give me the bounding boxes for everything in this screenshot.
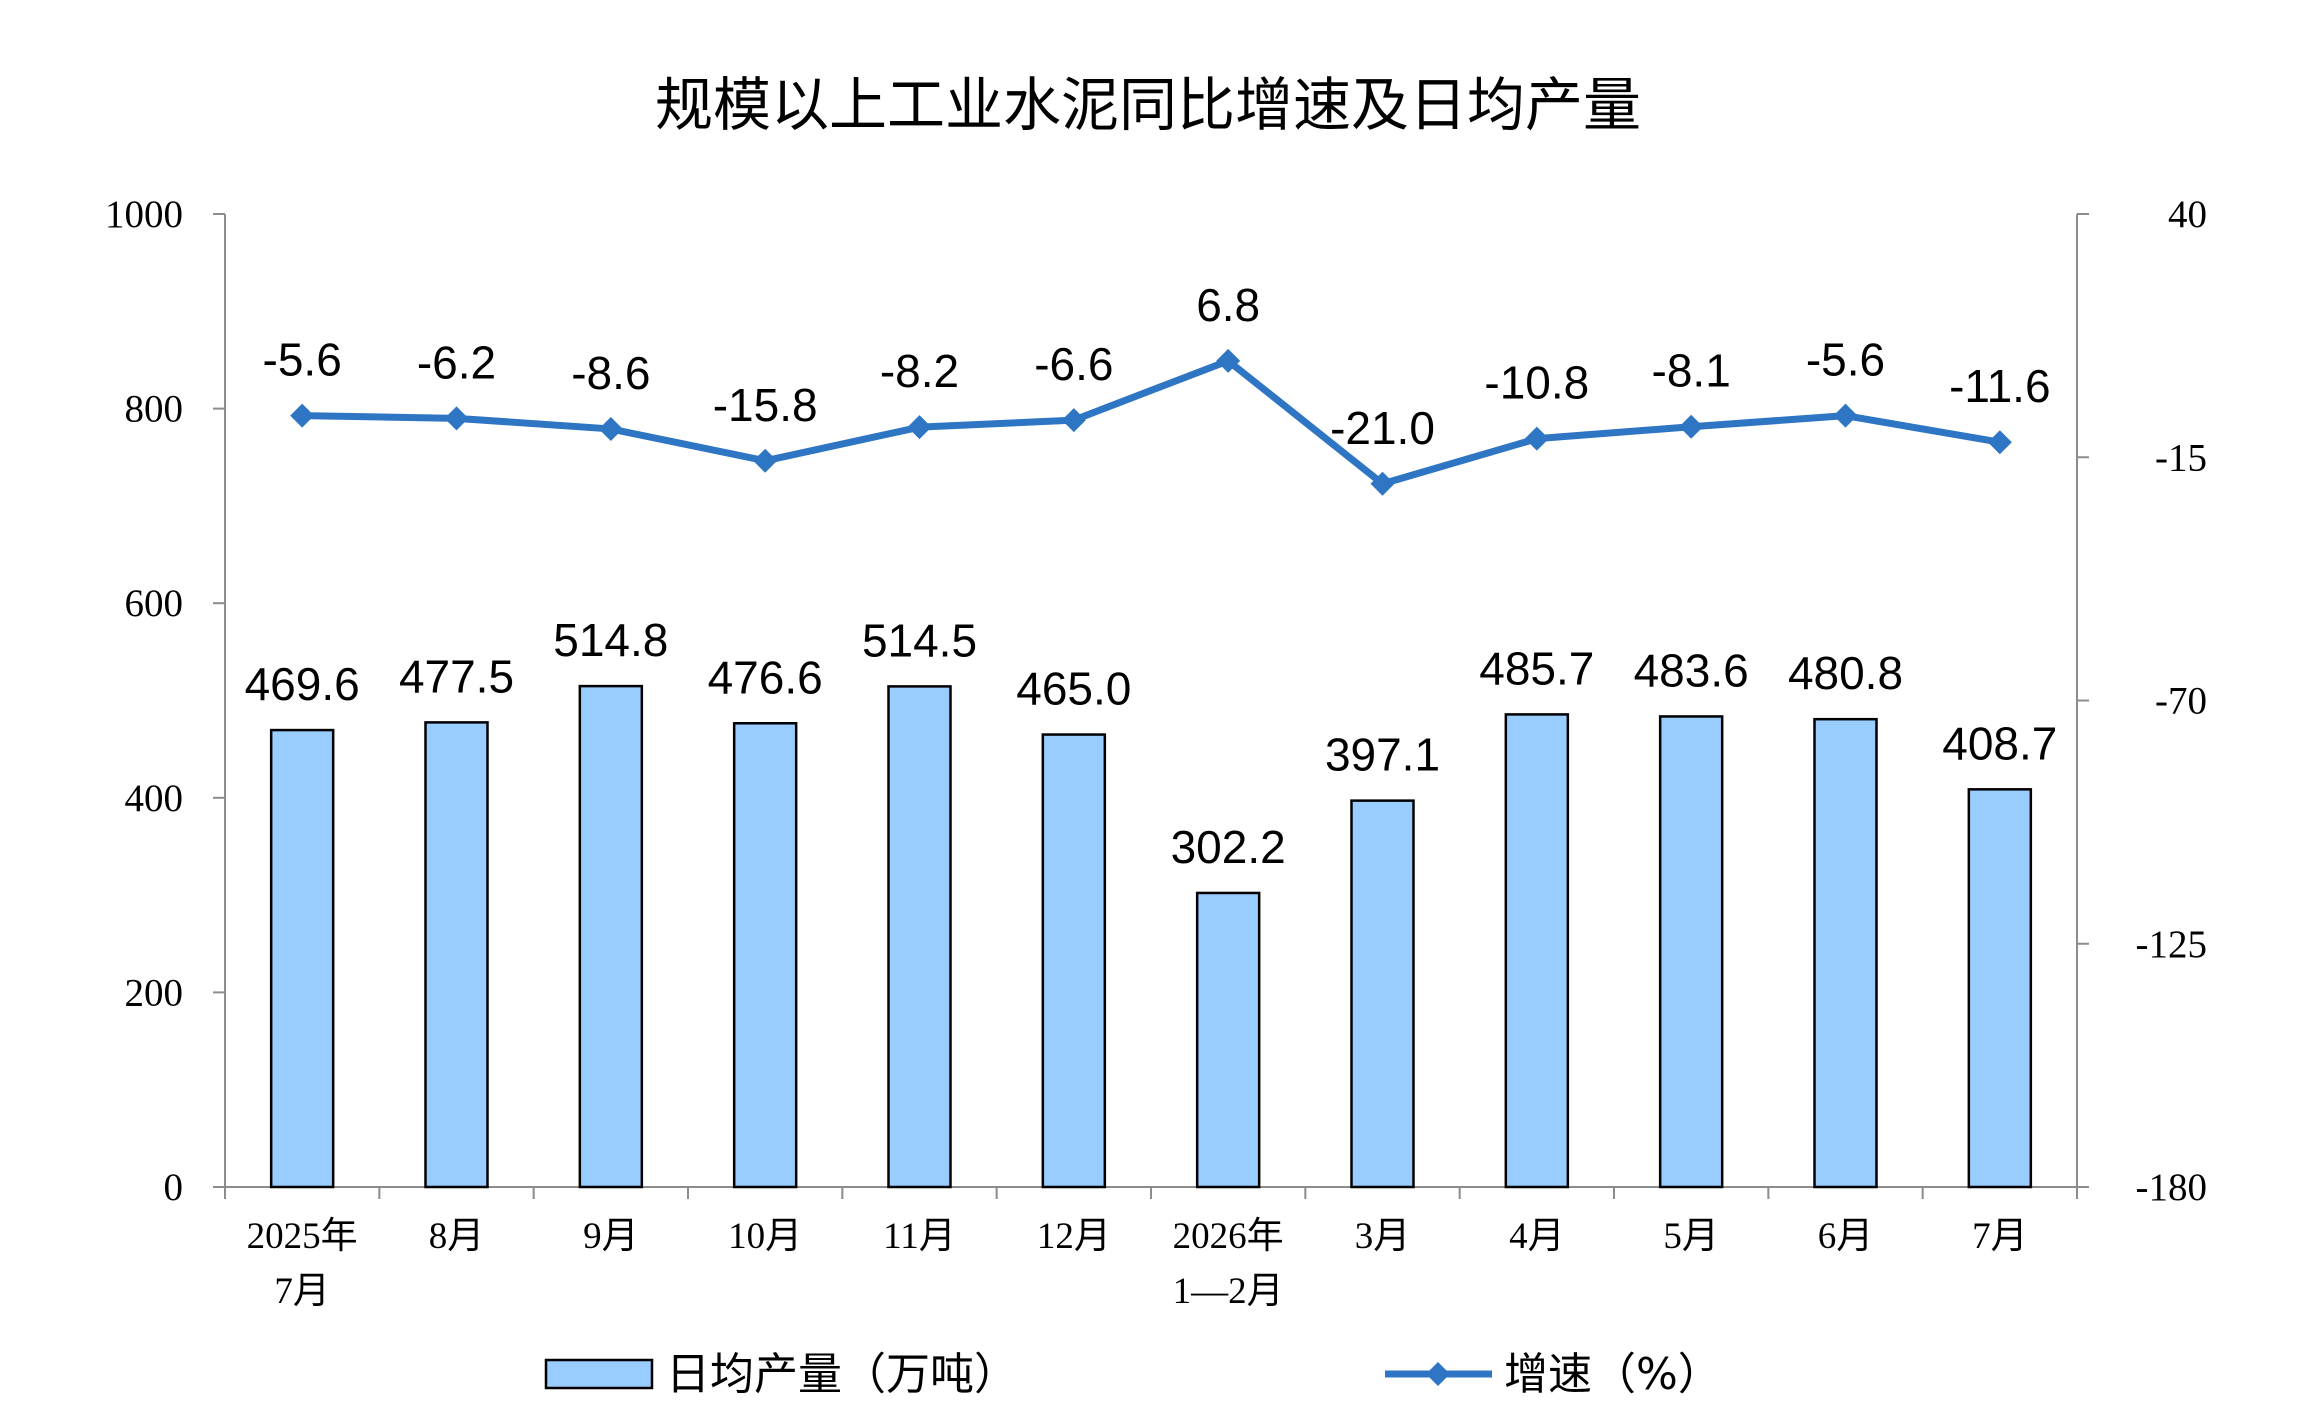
bar-value-label: 408.7 xyxy=(1942,717,2057,769)
data-labels: 469.6 477.5 514.8 476.6 514.5 465.0 302.2 397.1… xyxy=(245,279,2058,873)
line-marker xyxy=(1679,414,1704,439)
bar xyxy=(1350,799,1415,1189)
line-marker xyxy=(1833,403,1858,428)
bar-value-label: 476.6 xyxy=(708,651,823,703)
bar xyxy=(424,721,489,1189)
legend-line-marker xyxy=(1426,1362,1450,1386)
line-value-label: -8.2 xyxy=(880,345,959,397)
x-tick-label: 10月 xyxy=(728,1216,802,1257)
bar-value-label: 477.5 xyxy=(399,650,514,702)
bar xyxy=(1967,788,2033,1189)
x-tick-label: 5月 xyxy=(1663,1216,1719,1257)
x-tick-label: 2025年 xyxy=(247,1215,358,1257)
bar-value-label: 483.6 xyxy=(1634,644,1749,696)
line-value-label: -11.6 xyxy=(1949,360,2050,412)
x-tick-label: 6月 xyxy=(1818,1216,1874,1257)
line-marker xyxy=(598,416,623,441)
x-tick-label: 7月 xyxy=(274,1271,330,1312)
line-marker xyxy=(907,415,932,440)
line-marker xyxy=(290,403,315,428)
x-tick-label: 9月 xyxy=(583,1216,639,1257)
bar xyxy=(269,728,335,1189)
legend: 日均产量（万吨） 增速（%） xyxy=(544,1349,1722,1400)
bar-value-label: 465.0 xyxy=(1016,663,1131,715)
bar-value-label: 469.6 xyxy=(245,658,360,710)
growth-line xyxy=(302,357,2001,488)
line-marker xyxy=(1987,430,2012,455)
bar-value-label: 514.8 xyxy=(553,614,668,666)
line-marker xyxy=(1524,426,1549,451)
x-tick-label: 4月 xyxy=(1509,1216,1565,1257)
x-tick-label: 12月 xyxy=(1037,1216,1111,1257)
bar-value-label: 480.8 xyxy=(1788,647,1903,699)
bar xyxy=(732,722,798,1189)
line-value-label: -21.0 xyxy=(1330,402,1435,454)
y-left-tick-label: 600 xyxy=(125,582,184,625)
line-value-label: -6.2 xyxy=(417,336,496,388)
x-tick-label: 3月 xyxy=(1355,1216,1411,1257)
bar xyxy=(578,684,644,1189)
line-value-label: 6.8 xyxy=(1196,279,1260,331)
bar xyxy=(887,685,952,1189)
y-right-tick-label: -180 xyxy=(2136,1166,2208,1209)
line-value-label: -8.6 xyxy=(571,347,650,399)
y-left-tick-label: 1000 xyxy=(105,193,183,236)
bar-value-label: 302.2 xyxy=(1171,821,1286,873)
line-value-label: -6.6 xyxy=(1034,338,1113,390)
bar-series xyxy=(269,684,2033,1189)
x-tick-label: 1—2月 xyxy=(1173,1271,1284,1312)
bar xyxy=(1041,733,1107,1189)
y-right-tick-label: 40 xyxy=(2168,193,2207,236)
y-left-tick-label: 200 xyxy=(125,971,184,1014)
y-right-tick-label: -125 xyxy=(2136,923,2208,966)
line-marker xyxy=(1370,471,1395,496)
y-left-tick-label: 800 xyxy=(125,388,184,431)
x-tick-label: 11月 xyxy=(883,1216,956,1257)
x-tick-label: 8月 xyxy=(429,1216,485,1257)
y-left-tick-label: 400 xyxy=(125,777,184,820)
line-marker xyxy=(444,406,469,431)
line-value-label: -10.8 xyxy=(1484,357,1589,409)
bar xyxy=(1504,713,1570,1189)
line-marker xyxy=(1061,408,1086,433)
y-left-tick-label: 0 xyxy=(164,1166,184,1209)
line-marker xyxy=(1216,348,1241,373)
legend-line-label: 增速（%） xyxy=(1504,1349,1722,1400)
y-right-tick-label: -15 xyxy=(2155,436,2207,479)
axes: 0 200 400 600 800 1000 -180 -125 -70 -15 40 2025年 7月… xyxy=(105,193,2207,1312)
bar xyxy=(1195,891,1261,1189)
bar-value-label: 514.5 xyxy=(862,614,977,666)
line-series xyxy=(290,348,2012,496)
legend-bar-label: 日均产量（万吨） xyxy=(666,1349,1018,1400)
line-value-label: -8.1 xyxy=(1652,345,1731,397)
legend-bar-swatch xyxy=(544,1358,654,1390)
x-tick-label: 7月 xyxy=(1972,1216,2028,1257)
y-right-tick-label: -70 xyxy=(2155,680,2207,723)
bar-value-label: 397.1 xyxy=(1325,729,1440,781)
bar xyxy=(1813,717,1878,1189)
line-value-label: -15.8 xyxy=(713,379,818,431)
line-value-label: -5.6 xyxy=(263,334,342,386)
bar-value-label: 485.7 xyxy=(1479,642,1594,694)
x-tick-label: 2026年 xyxy=(1173,1215,1284,1257)
chart-title: 规模以上工业水泥同比增速及日均产量 xyxy=(655,71,1641,139)
line-value-label: -5.6 xyxy=(1806,334,1885,386)
line-marker xyxy=(753,448,778,473)
bar xyxy=(1658,715,1724,1189)
